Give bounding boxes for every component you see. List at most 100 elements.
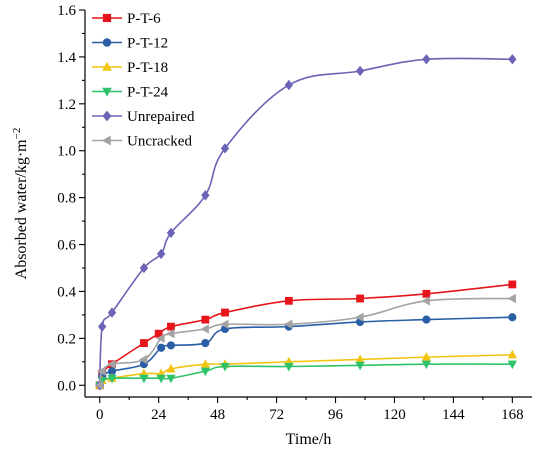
data-point [94, 380, 104, 390]
data-point [421, 296, 430, 306]
data-point [507, 349, 517, 359]
y-tick-label: 1.4 [57, 50, 76, 66]
data-point [156, 374, 166, 384]
data-point [220, 362, 230, 372]
data-point [98, 321, 107, 332]
data-point [284, 79, 294, 91]
legend-label: P-T-18 [127, 60, 168, 76]
y-tick-label: 1.2 [57, 97, 76, 113]
series-layer [94, 54, 517, 391]
data-point [201, 190, 210, 201]
data-point [507, 360, 517, 370]
data-point [97, 366, 106, 376]
legend-item: Unrepaired [92, 109, 195, 125]
data-point [284, 362, 294, 372]
data-point [221, 308, 229, 317]
data-point [355, 312, 364, 322]
y-tick-label: 0.6 [57, 238, 76, 254]
legend: P-T-6 P-T-12 P-T-18 P-T-24 Unrepaired Uncrack… [92, 11, 195, 150]
y-tick-label: 0.8 [57, 191, 76, 207]
data-point [200, 324, 209, 334]
legend-swatch-marker [102, 13, 112, 23]
legend-label: P-T-12 [127, 36, 168, 52]
legend-swatch-marker [102, 110, 112, 122]
data-point [355, 361, 365, 371]
data-point [157, 343, 166, 352]
data-point [220, 143, 230, 154]
data-point [422, 289, 431, 298]
y-tick-label: 0.4 [57, 284, 76, 300]
y-axis-ticks: 0.0 0.2 0.4 0.6 0.8 1.0 1.2 1.4 1.6 [57, 3, 85, 394]
data-point [284, 296, 293, 305]
data-point [507, 293, 516, 304]
legend-swatch-marker [101, 135, 111, 146]
data-point [166, 329, 175, 339]
data-point [422, 54, 431, 65]
data-point [166, 363, 176, 373]
legend-item: P-T-24 [92, 85, 169, 101]
data-point [356, 294, 364, 303]
legend-item: Uncracked [92, 134, 192, 150]
data-point [139, 354, 148, 365]
series-uncracked [94, 293, 516, 390]
axes [84, 10, 532, 398]
data-point [107, 359, 116, 369]
data-point [166, 227, 176, 238]
series-p-t-24 [95, 360, 517, 391]
series-p-t-18 [95, 349, 517, 389]
x-tick-label: 144 [442, 407, 465, 423]
data-point [508, 280, 517, 289]
data-point [220, 319, 229, 329]
x-tick-label: 96 [328, 407, 344, 423]
y-tick-label: 0.0 [57, 378, 76, 394]
legend-label: P-T-6 [127, 11, 161, 27]
y-tick-label: 1.0 [57, 144, 76, 160]
legend-label: P-T-24 [127, 85, 169, 101]
data-point [421, 352, 432, 361]
legend-item: P-T-6 [92, 11, 161, 27]
data-point [156, 333, 165, 344]
legend-swatch-marker [102, 38, 112, 47]
legend-item: P-T-12 [92, 36, 168, 52]
data-point [201, 338, 210, 348]
data-point [156, 248, 166, 260]
x-tick-label: 48 [210, 407, 225, 423]
data-point [139, 374, 149, 384]
data-point [508, 54, 517, 65]
x-tick-label: 120 [383, 407, 406, 423]
legend-swatch-marker [102, 87, 112, 97]
data-point [140, 339, 148, 347]
data-point [355, 65, 365, 77]
x-tick-label: 0 [96, 407, 104, 423]
x-axis-title: Time/h [286, 431, 332, 448]
data-point [139, 262, 149, 274]
data-point [422, 315, 431, 324]
data-point [166, 374, 176, 384]
data-point [283, 319, 293, 329]
data-point [508, 313, 517, 322]
data-point [421, 360, 432, 370]
data-point [167, 322, 175, 331]
x-tick-label: 24 [151, 407, 167, 423]
legend-label: Uncracked [127, 134, 192, 150]
y-axis-title-superscript: −2 [11, 128, 23, 140]
y-axis-title-text: Absorbed water/kg·m [13, 139, 30, 280]
data-point [200, 359, 210, 368]
data-point [200, 367, 210, 377]
x-tick-label: 168 [501, 407, 524, 423]
y-axis-title-group: Absorbed water/kg·m−2 [11, 128, 30, 280]
data-point [201, 315, 210, 324]
legend-label: Unrepaired [127, 109, 195, 125]
data-point [166, 341, 176, 350]
x-axis-ticks: 0 24 48 72 96 120 144 168 [96, 397, 524, 423]
y-tick-label: 1.6 [57, 3, 76, 19]
legend-item: P-T-18 [92, 60, 168, 76]
y-tick-label: 0.2 [57, 331, 76, 347]
x-tick-label: 72 [269, 407, 284, 423]
y-axis-title: Absorbed water/kg·m−2 [11, 128, 30, 280]
data-point [107, 307, 117, 318]
data-point [107, 374, 117, 384]
legend-swatch-marker [102, 61, 112, 71]
